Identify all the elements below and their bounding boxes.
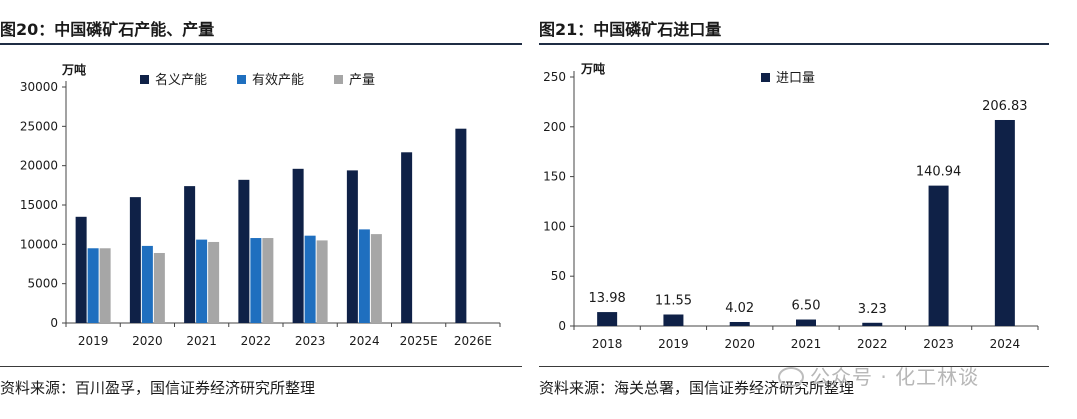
x-tick-label: 2021 xyxy=(791,337,822,351)
x-tick-label: 2018 xyxy=(592,337,623,351)
figure-20-panel: 图20：中国磷矿石产能、产量 0 5000 10000 15000 20000 25000… xyxy=(0,0,522,419)
figure-title: 图21：中国磷矿石进口量 xyxy=(539,20,722,39)
bar-名义产能-2020 xyxy=(129,197,141,323)
y-unit-label: 万吨 xyxy=(61,62,86,77)
bar-有效产能-2021 xyxy=(196,239,208,323)
bar-有效产能-2024 xyxy=(358,229,370,323)
y-tick-label: 50 xyxy=(551,269,566,283)
source-note: 资料来源：海关总署，国信证券经济研究所整理 xyxy=(539,379,855,397)
watermark-text: 公众号 · 化工林谈 xyxy=(810,365,980,389)
data-label: 140.94 xyxy=(916,165,962,180)
bar-名义产能-2022 xyxy=(238,179,250,323)
bar-有效产能-2023 xyxy=(304,235,316,323)
data-label: 3.23 xyxy=(858,302,887,317)
x-tick-label: 2020 xyxy=(132,334,163,348)
bar-进口量-2018 xyxy=(597,312,618,326)
legend-label: 产量 xyxy=(349,73,375,88)
title-rule xyxy=(0,43,522,45)
legend-swatch xyxy=(237,75,246,84)
bar-产量-2023 xyxy=(316,240,328,323)
y-tick-label: 100 xyxy=(543,219,566,233)
bar-产量-2020 xyxy=(153,252,165,323)
x-tick-label: 2021 xyxy=(186,334,217,348)
bar-产量-2019 xyxy=(99,248,111,323)
bar-进口量-2021 xyxy=(796,319,816,326)
x-tick-label: 2022 xyxy=(241,334,272,348)
y-tick-label: 200 xyxy=(543,120,566,134)
y-tick-label: 20000 xyxy=(20,159,58,173)
x-tick-label: 2019 xyxy=(78,334,109,348)
y-tick-label: 10000 xyxy=(20,237,58,251)
x-tick-label: 2019 xyxy=(658,337,689,351)
figure-21-panel: 图21：中国磷矿石进口量 0 50 100 150 200 250 万吨 2018 2019 20… xyxy=(539,0,1049,419)
source-rule xyxy=(539,366,1049,367)
data-label: 6.50 xyxy=(792,299,821,314)
bar-进口量-2019 xyxy=(663,314,684,326)
bar-名义产能-2025E xyxy=(401,152,413,323)
y-tick-label: 5000 xyxy=(27,277,58,291)
legend-swatch xyxy=(334,75,343,84)
bar-进口量-2023 xyxy=(928,185,949,326)
watermark: 公众号 · 化工林谈 xyxy=(778,361,979,390)
figure-title: 图20：中国磷矿石产能、产量 xyxy=(0,20,215,39)
legend-label: 进口量 xyxy=(776,71,815,86)
y-tick-label: 0 xyxy=(558,319,566,333)
y-tick-label: 250 xyxy=(543,70,566,84)
x-tick-label: 2024 xyxy=(349,334,380,348)
source-note: 资料来源：百川盈孚，国信证券经济研究所整理 xyxy=(0,379,316,397)
bar-名义产能-2026E xyxy=(455,128,467,323)
legend-label: 名义产能 xyxy=(155,72,207,88)
x-tick-label: 2022 xyxy=(857,337,888,351)
bar-名义产能-2023 xyxy=(292,168,304,323)
bar-产量-2022 xyxy=(262,238,274,323)
x-tick-label: 2025E xyxy=(400,334,438,348)
source-rule xyxy=(0,366,522,367)
import-volume-bar-chart: 0 50 100 150 200 250 万吨 2018 2019 2020 2021 2022 202… xyxy=(543,61,1039,351)
bar-名义产能-2021 xyxy=(184,186,196,323)
y-tick-label: 15000 xyxy=(20,198,58,212)
y-tick-label: 25000 xyxy=(20,119,58,133)
bar-产量-2024 xyxy=(370,234,382,323)
x-tick-label: 2023 xyxy=(295,334,326,348)
legend-label: 有效产能 xyxy=(252,73,304,88)
y-tick-label: 0 xyxy=(50,316,58,330)
bar-有效产能-2022 xyxy=(250,238,262,323)
x-tick-label: 2024 xyxy=(990,337,1021,351)
legend-swatch xyxy=(140,75,149,84)
title-rule xyxy=(539,43,1049,45)
x-tick-label: 2023 xyxy=(923,337,954,351)
bar-名义产能-2024 xyxy=(346,170,358,323)
y-unit-label: 万吨 xyxy=(580,61,605,76)
data-label: 11.55 xyxy=(655,293,692,308)
legend-swatch xyxy=(761,73,770,82)
x-tick-label: 2026E xyxy=(454,334,492,348)
data-label: 206.83 xyxy=(982,99,1028,114)
data-label: 13.98 xyxy=(589,291,626,306)
bar-产量-2021 xyxy=(208,241,220,323)
wechat-icon xyxy=(778,367,804,387)
bar-进口量-2020 xyxy=(729,321,750,326)
bar-进口量-2024 xyxy=(994,119,1015,327)
bar-有效产能-2020 xyxy=(141,245,153,323)
x-tick-label: 2020 xyxy=(724,337,755,351)
data-label: 4.02 xyxy=(725,301,754,316)
y-tick-label: 30000 xyxy=(20,80,58,94)
bar-名义产能-2019 xyxy=(75,216,87,323)
bar-有效产能-2019 xyxy=(87,248,99,323)
y-tick-label: 150 xyxy=(543,170,566,184)
bar-进口量-2022 xyxy=(862,322,883,326)
